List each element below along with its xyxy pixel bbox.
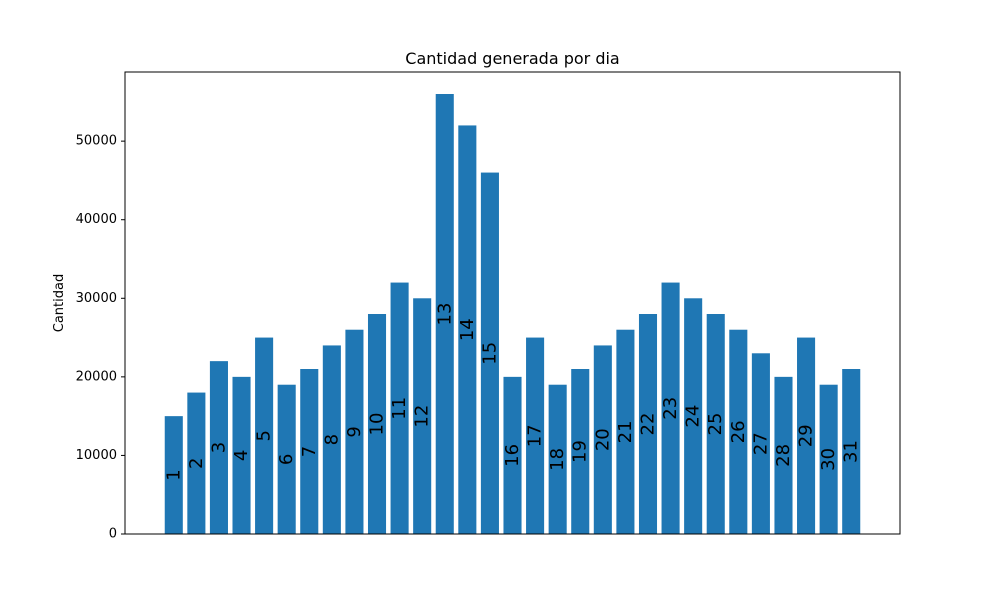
y-axis-ticks: 0 10000 20000 30000 40000 50000 [76, 134, 125, 542]
bar-day-31 [842, 369, 861, 534]
bar-label-day-29: 29 [796, 424, 817, 447]
bar-label-day-24: 24 [683, 405, 704, 428]
bar-label-day-22: 22 [637, 413, 658, 436]
bar-label-day-30: 30 [818, 448, 839, 471]
bar-day-13 [435, 94, 454, 534]
bar-label-day-7: 7 [299, 446, 320, 457]
bar-label-day-31: 31 [841, 440, 862, 463]
y-tick-label: 30000 [76, 291, 117, 306]
bar-day-8 [322, 345, 341, 534]
bar-label-day-14: 14 [457, 318, 478, 341]
bar-day-3 [209, 361, 228, 534]
bar-label-day-15: 15 [479, 342, 500, 365]
bar-label-day-28: 28 [773, 444, 794, 467]
bar-label-day-2: 2 [186, 458, 207, 469]
bar-day-30 [819, 384, 838, 534]
bar-label-day-13: 13 [434, 303, 455, 326]
bar-day-9 [345, 329, 364, 534]
bar-day-11 [390, 282, 409, 534]
y-tick-label: 10000 [76, 448, 117, 463]
bar-label-day-18: 18 [547, 448, 568, 471]
bar-label-day-25: 25 [705, 413, 726, 436]
bar-day-10 [367, 314, 387, 534]
bar-day-12 [413, 298, 432, 534]
bar-day-21 [616, 329, 635, 534]
bar-day-26 [729, 329, 748, 534]
y-tick-label: 40000 [76, 212, 117, 227]
bar-label-day-3: 3 [208, 442, 229, 453]
bar-day-16 [503, 376, 522, 534]
bar-label-day-12: 12 [412, 405, 433, 428]
bar-label-day-16: 16 [502, 444, 523, 467]
bar-label-day-21: 21 [615, 420, 636, 443]
bar-day-5 [255, 337, 274, 534]
bar-day-15 [480, 172, 499, 534]
bar-day-18 [548, 384, 567, 534]
bar-day-29 [797, 337, 816, 534]
bar-day-23 [661, 282, 680, 534]
bar-day-2 [187, 392, 206, 534]
bar-day-20 [593, 345, 612, 534]
bar-day-19 [571, 369, 590, 534]
bar-day-4 [232, 376, 251, 534]
bar-day-14 [458, 125, 477, 535]
bar-day-22 [638, 314, 658, 534]
bar-day-24 [684, 298, 703, 534]
bar-label-day-23: 23 [660, 397, 681, 420]
bar-day-6 [277, 384, 296, 534]
bar-label-day-11: 11 [389, 397, 410, 420]
bar-day-7 [300, 369, 319, 534]
bar-label-day-19: 19 [570, 440, 591, 463]
bar-day-27 [751, 353, 770, 534]
bar-label-day-17: 17 [525, 424, 546, 447]
bar-label-day-1: 1 [163, 469, 184, 480]
bar-day-25 [706, 314, 725, 534]
bar-label-day-6: 6 [276, 454, 297, 465]
y-tick-label: 20000 [76, 369, 117, 384]
bars-group [164, 94, 861, 535]
bar-label-day-4: 4 [231, 450, 252, 461]
y-tick-label: 50000 [76, 134, 117, 149]
bar-day-1 [164, 416, 183, 534]
y-axis-label: Cantidad [52, 274, 67, 332]
plot-frame [124, 71, 901, 535]
bar-label-day-5: 5 [254, 430, 275, 441]
bar-label-day-10: 10 [367, 413, 388, 436]
bar-label-day-9: 9 [344, 426, 365, 437]
bar-label-day-27: 27 [750, 432, 771, 455]
bar-label-day-20: 20 [592, 428, 613, 451]
y-tick-label: 0 [109, 527, 117, 542]
bar-day-17 [526, 337, 545, 534]
bar-label-day-8: 8 [321, 434, 342, 445]
bar-day-28 [774, 376, 793, 534]
chart-title: Cantidad generada por dia [405, 49, 619, 68]
bar-label-day-26: 26 [728, 420, 749, 443]
